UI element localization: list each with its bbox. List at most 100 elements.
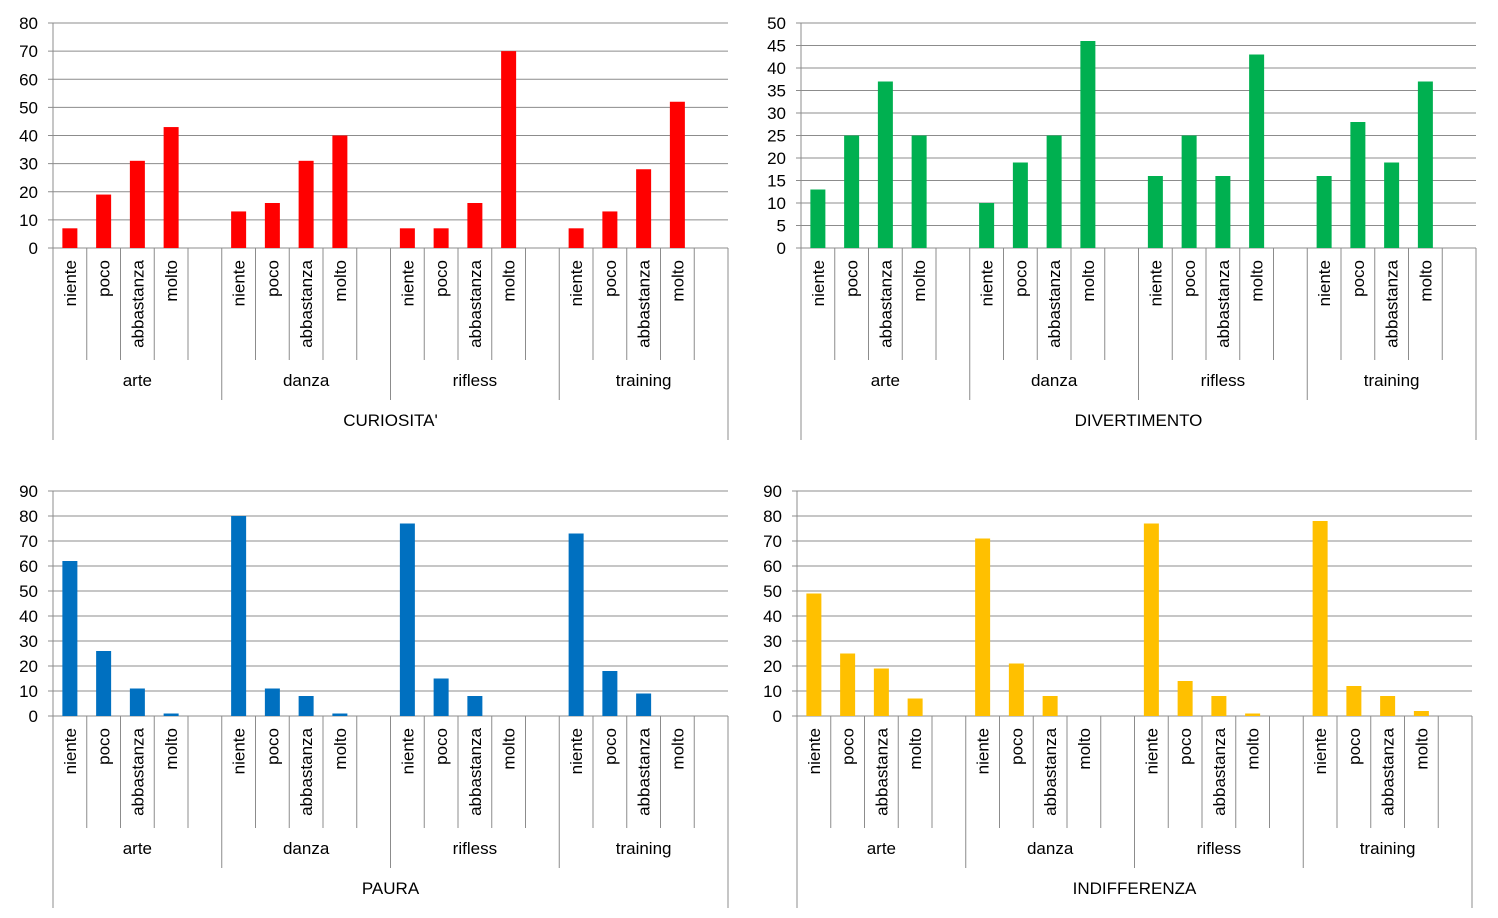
y-tick-label: 40 — [767, 59, 786, 78]
bar-rifless-molto — [1245, 713, 1261, 716]
x-level-label: poco — [839, 728, 858, 765]
bar-danza-poco — [264, 688, 280, 716]
x-level-label: molto — [1244, 728, 1263, 770]
x-level-label: abbastanza — [876, 259, 895, 347]
x-level-label: abbastanza — [297, 259, 316, 347]
x-level-label: niente — [1142, 728, 1161, 774]
x-axis-title: INDIFFERENZA — [1073, 879, 1197, 898]
bar-rifless-niente — [1147, 176, 1163, 248]
x-level-label: poco — [95, 728, 114, 765]
bar-danza-abbastanza — [298, 696, 314, 716]
x-level-label: molto — [500, 260, 519, 302]
bar-danza-poco — [1008, 663, 1024, 716]
x-group-label: danza — [283, 371, 330, 390]
bar-danza-abbastanza — [1042, 696, 1058, 716]
x-level-label: molto — [331, 260, 350, 302]
bar-arte-abbastanza — [873, 668, 889, 716]
y-tick-label: 30 — [763, 632, 782, 651]
x-level-label: molto — [1075, 728, 1094, 770]
bar-danza-abbastanza — [298, 160, 314, 248]
bar-danza-molto — [332, 713, 348, 716]
bar-danza-niente — [231, 211, 247, 248]
y-tick-label: 80 — [763, 507, 782, 526]
y-tick-label: 80 — [19, 14, 38, 33]
x-level-label: molto — [500, 728, 519, 770]
bar-danza-poco — [264, 203, 280, 248]
bar-rifless-molto — [501, 51, 517, 248]
x-level-label: niente — [567, 260, 586, 306]
bar-arte-abbastanza — [877, 81, 893, 248]
bar-rifless-poco — [433, 228, 449, 248]
y-tick-label: 10 — [19, 211, 38, 230]
bar-danza-niente — [975, 538, 991, 716]
x-level-label: abbastanza — [1383, 259, 1402, 347]
y-tick-label: 60 — [19, 557, 38, 576]
y-tick-label: 0 — [777, 239, 786, 258]
x-level-label: molto — [1079, 260, 1098, 302]
bar-arte-molto — [911, 135, 927, 248]
x-group-label: rifless — [453, 839, 497, 858]
y-tick-label: 40 — [19, 607, 38, 626]
y-tick-label: 70 — [19, 532, 38, 551]
x-level-label: abbastanza — [635, 259, 654, 347]
x-level-label: molto — [331, 728, 350, 770]
bar-arte-molto — [163, 127, 179, 248]
bar-training-poco — [602, 671, 618, 716]
x-level-label: poco — [1011, 260, 1030, 297]
bar-danza-niente — [979, 203, 995, 248]
chart-panel-4: 0 10 20 30 40 50 60 70 80 90 niente poco abbastanza m… — [763, 482, 1473, 908]
y-tick-label: 80 — [19, 507, 38, 526]
x-level-label: molto — [906, 728, 925, 770]
x-level-label: molto — [1416, 260, 1435, 302]
x-level-label: abbastanza — [1210, 727, 1229, 815]
x-level-label: abbastanza — [1214, 259, 1233, 347]
bar-arte-abbastanza — [129, 160, 145, 248]
y-tick-label: 0 — [29, 239, 38, 258]
bar-arte-poco — [96, 194, 112, 248]
x-level-label: poco — [1180, 260, 1199, 297]
x-level-label: molto — [162, 728, 181, 770]
y-tick-label: 30 — [767, 104, 786, 123]
bar-arte-poco — [844, 135, 860, 248]
y-tick-label: 10 — [19, 682, 38, 701]
x-level-label: niente — [1146, 260, 1165, 306]
chart-panel-1: 0 10 20 30 40 50 60 70 80 niente poco abbastanza mol… — [19, 14, 729, 440]
x-group-label: training — [616, 839, 672, 858]
bar-training-niente — [1312, 521, 1328, 716]
y-tick-label: 0 — [29, 707, 38, 726]
x-level-label: molto — [668, 260, 687, 302]
bar-danza-molto — [332, 135, 348, 248]
x-level-label: molto — [668, 728, 687, 770]
y-tick-label: 70 — [763, 532, 782, 551]
bar-arte-poco — [96, 651, 112, 716]
x-level-label: abbastanza — [1379, 727, 1398, 815]
bar-danza-abbastanza — [1046, 135, 1062, 248]
y-tick-label: 20 — [19, 183, 38, 202]
bar-rifless-abbastanza — [467, 696, 483, 716]
x-group-label: danza — [1027, 839, 1074, 858]
bar-training-molto — [669, 101, 685, 248]
bar-rifless-abbastanza — [1211, 696, 1227, 716]
x-group-label: arte — [867, 839, 896, 858]
x-group-label: arte — [123, 371, 152, 390]
y-tick-label: 40 — [763, 607, 782, 626]
x-level-label: poco — [263, 260, 282, 297]
bar-arte-poco — [840, 653, 856, 716]
x-level-label: niente — [61, 260, 80, 306]
x-level-label: molto — [1412, 728, 1431, 770]
x-level-label: poco — [432, 260, 451, 297]
x-level-label: niente — [1311, 728, 1330, 774]
y-tick-label: 30 — [19, 632, 38, 651]
y-tick-label: 70 — [19, 42, 38, 61]
x-level-label: niente — [978, 260, 997, 306]
x-level-label: niente — [230, 260, 249, 306]
bar-training-abbastanza — [1384, 162, 1400, 248]
x-level-label: niente — [230, 728, 249, 774]
bar-rifless-abbastanza — [1215, 176, 1231, 248]
x-level-label: abbastanza — [128, 259, 147, 347]
x-level-label: poco — [1176, 728, 1195, 765]
y-tick-label: 90 — [19, 482, 38, 501]
bar-arte-niente — [62, 228, 78, 248]
y-tick-label: 10 — [763, 682, 782, 701]
bar-rifless-molto — [1249, 54, 1265, 248]
